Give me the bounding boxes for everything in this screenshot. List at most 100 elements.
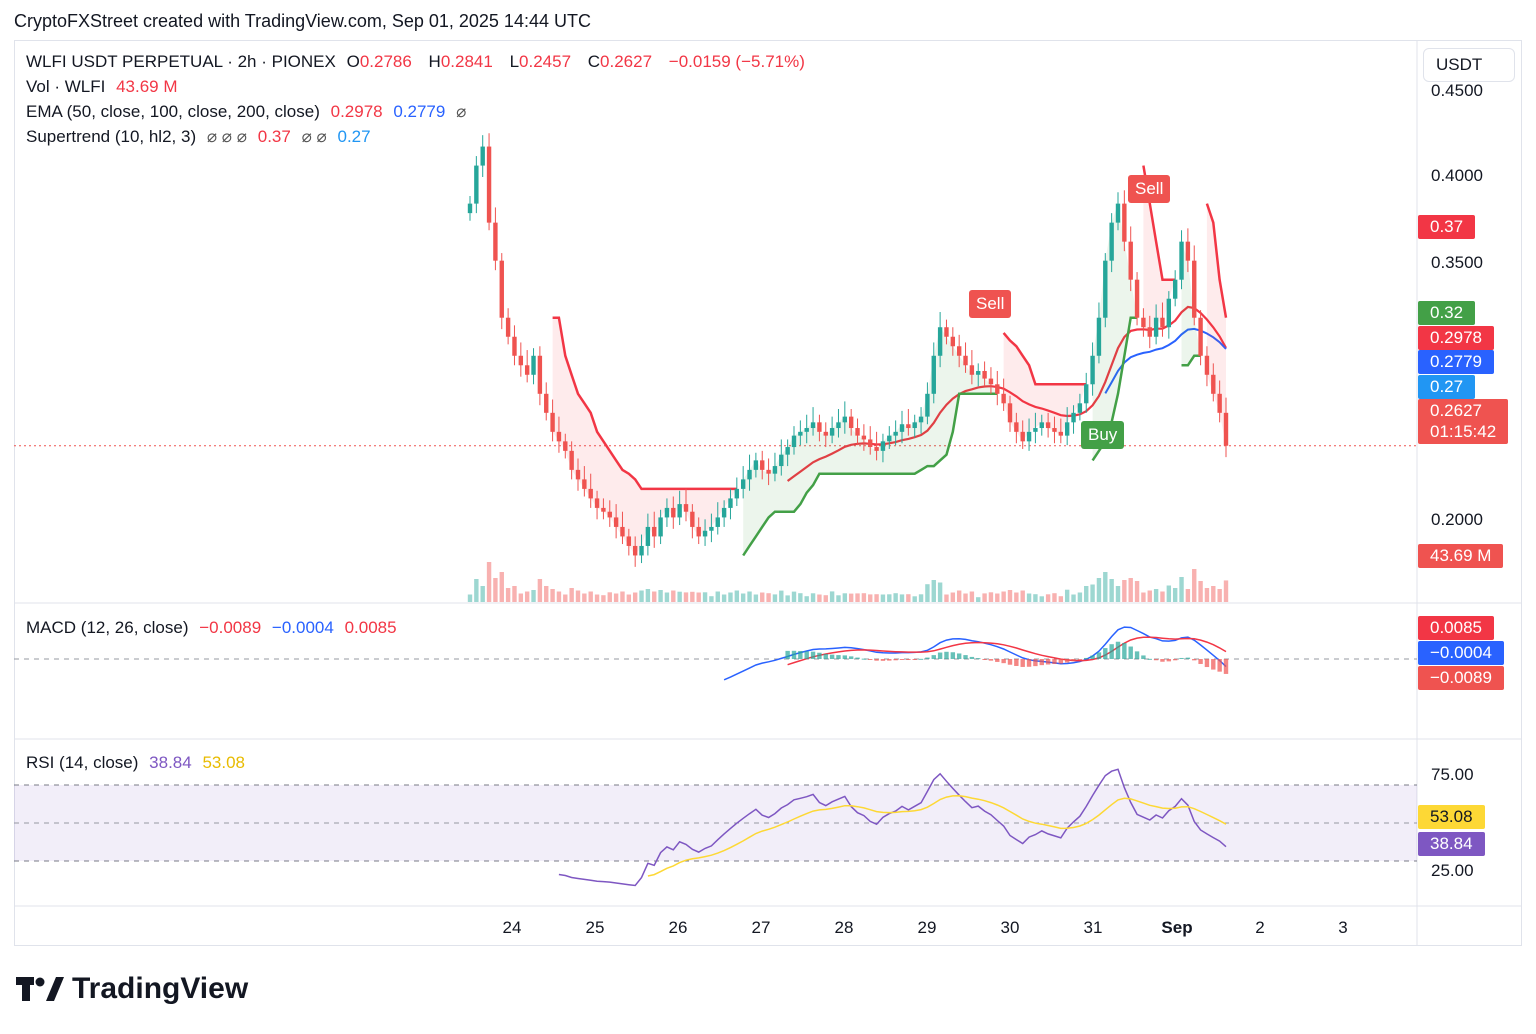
volume-bar bbox=[779, 590, 784, 602]
tradingview-logo[interactable]: TradingView bbox=[16, 972, 248, 1006]
volume-bar bbox=[918, 594, 924, 602]
candle-body bbox=[1096, 317, 1102, 356]
candle-body bbox=[474, 165, 479, 204]
candle-body bbox=[467, 203, 473, 214]
macd-histogram-bar bbox=[823, 653, 828, 659]
candle-body bbox=[1020, 431, 1025, 442]
time-tick: 30 bbox=[1000, 918, 1020, 937]
supertrend-label[interactable]: Supertrend (10, hl2, 3) bbox=[26, 127, 197, 146]
currency-unit-button[interactable]: USDT bbox=[1423, 48, 1515, 82]
volume-bar bbox=[620, 591, 625, 602]
candle-body bbox=[912, 422, 917, 429]
candle-body bbox=[880, 441, 886, 451]
volume-bar bbox=[1115, 586, 1121, 602]
time-tick: 24 bbox=[502, 918, 522, 937]
macd-histogram-bar bbox=[1217, 659, 1222, 672]
macd-label[interactable]: MACD (12, 26, close) bbox=[26, 618, 189, 637]
candle-body bbox=[798, 431, 803, 436]
candle-body bbox=[1128, 241, 1133, 280]
volume-bar bbox=[791, 591, 797, 602]
macd-histogram-bar bbox=[855, 657, 860, 659]
candle-body bbox=[594, 498, 600, 508]
macd-hist-value: −0.0089 bbox=[199, 618, 262, 637]
tradingview-logo-icon bbox=[16, 977, 64, 1001]
candle-body bbox=[620, 526, 625, 537]
volume-bar bbox=[1001, 591, 1006, 602]
rsi-label[interactable]: RSI (14, close) bbox=[26, 753, 139, 772]
macd-histogram-bar bbox=[842, 655, 848, 659]
rsi-tick: 75.00 bbox=[1431, 765, 1474, 784]
volume-bar bbox=[982, 593, 987, 602]
candle-body bbox=[632, 545, 638, 556]
volume-bar bbox=[664, 592, 670, 602]
candle-body bbox=[721, 507, 727, 518]
volume-bar bbox=[474, 579, 479, 602]
supertrend-up-line-fill bbox=[1181, 241, 1201, 366]
volume-bar bbox=[1223, 580, 1229, 602]
candle-body bbox=[486, 146, 492, 223]
macd-histogram-bar bbox=[931, 655, 936, 659]
candle-body bbox=[848, 416, 854, 429]
candle-body bbox=[836, 422, 841, 429]
candle-body bbox=[1141, 317, 1146, 328]
candle-body bbox=[652, 526, 657, 537]
rsi-value: 38.84 bbox=[149, 753, 192, 772]
time-tick: 26 bbox=[668, 918, 688, 937]
volume-bar bbox=[1147, 590, 1152, 602]
candle-body bbox=[893, 431, 898, 436]
macd-histogram-bar bbox=[1020, 659, 1025, 667]
volume-bar bbox=[582, 593, 587, 602]
macd-histogram-bar bbox=[1204, 659, 1210, 668]
candle-body bbox=[658, 517, 663, 537]
macd-legend: MACD (12, 26, close) −0.0089 −0.0004 0.0… bbox=[26, 618, 403, 638]
volume-bar bbox=[1153, 589, 1159, 602]
volume-bar bbox=[499, 572, 504, 602]
volume-bar bbox=[626, 594, 632, 602]
macd-histogram-bar bbox=[918, 658, 924, 660]
macd-histogram-bar bbox=[861, 658, 867, 660]
candle-body bbox=[1134, 279, 1140, 318]
time-tick: 2 bbox=[1255, 918, 1265, 937]
macd-histogram-bar bbox=[1103, 648, 1108, 659]
volume-bar bbox=[486, 562, 492, 602]
candle-body bbox=[575, 469, 581, 480]
volume-bar bbox=[658, 590, 663, 602]
rsi-tick: 25.00 bbox=[1431, 861, 1474, 880]
candle-body bbox=[976, 370, 981, 375]
volume-bar bbox=[518, 593, 524, 602]
supertrend-down-line bbox=[1002, 332, 1087, 386]
symbol-name[interactable]: WLFI USDT PERPETUAL · 2h · PIONEX bbox=[26, 52, 336, 71]
candle-body bbox=[671, 507, 676, 518]
volume-bar bbox=[677, 591, 682, 602]
volume-bar bbox=[1014, 592, 1019, 602]
volume-bar bbox=[690, 591, 695, 602]
bar-countdown: 01:15:42 bbox=[1430, 422, 1497, 441]
candle-body bbox=[956, 346, 962, 356]
supertrend-up-value: 0.37 bbox=[257, 127, 291, 146]
volume-bar bbox=[1179, 577, 1184, 602]
volume-bar bbox=[524, 591, 530, 602]
macd-histogram-bar bbox=[804, 651, 809, 659]
candle-body bbox=[499, 260, 504, 318]
volume-bar bbox=[569, 588, 574, 602]
ema-100-line bbox=[1104, 327, 1227, 394]
volume-legend: Vol · WLFI 43.69 M bbox=[26, 77, 184, 97]
volume-bar bbox=[594, 594, 600, 602]
volume-bar bbox=[893, 593, 898, 602]
candle-body bbox=[626, 536, 632, 546]
volume-value: 43.69 M bbox=[116, 77, 178, 96]
low-value: 0.2457 bbox=[519, 52, 572, 71]
ema-100-value: 0.2779 bbox=[393, 102, 446, 121]
macd-histogram-bar bbox=[1045, 659, 1051, 665]
volume-bar bbox=[1172, 588, 1178, 602]
volume-bar bbox=[1103, 572, 1108, 602]
volume-bar bbox=[1077, 592, 1083, 602]
volume-bar bbox=[1160, 591, 1165, 602]
candle-body bbox=[505, 317, 511, 337]
volume-label[interactable]: Vol · WLFI bbox=[26, 77, 106, 96]
macd-histogram-bar bbox=[893, 659, 898, 661]
candle-body bbox=[925, 393, 930, 417]
ema-label[interactable]: EMA (50, close, 100, close, 200, close) bbox=[26, 102, 320, 121]
candle-body bbox=[810, 422, 816, 429]
